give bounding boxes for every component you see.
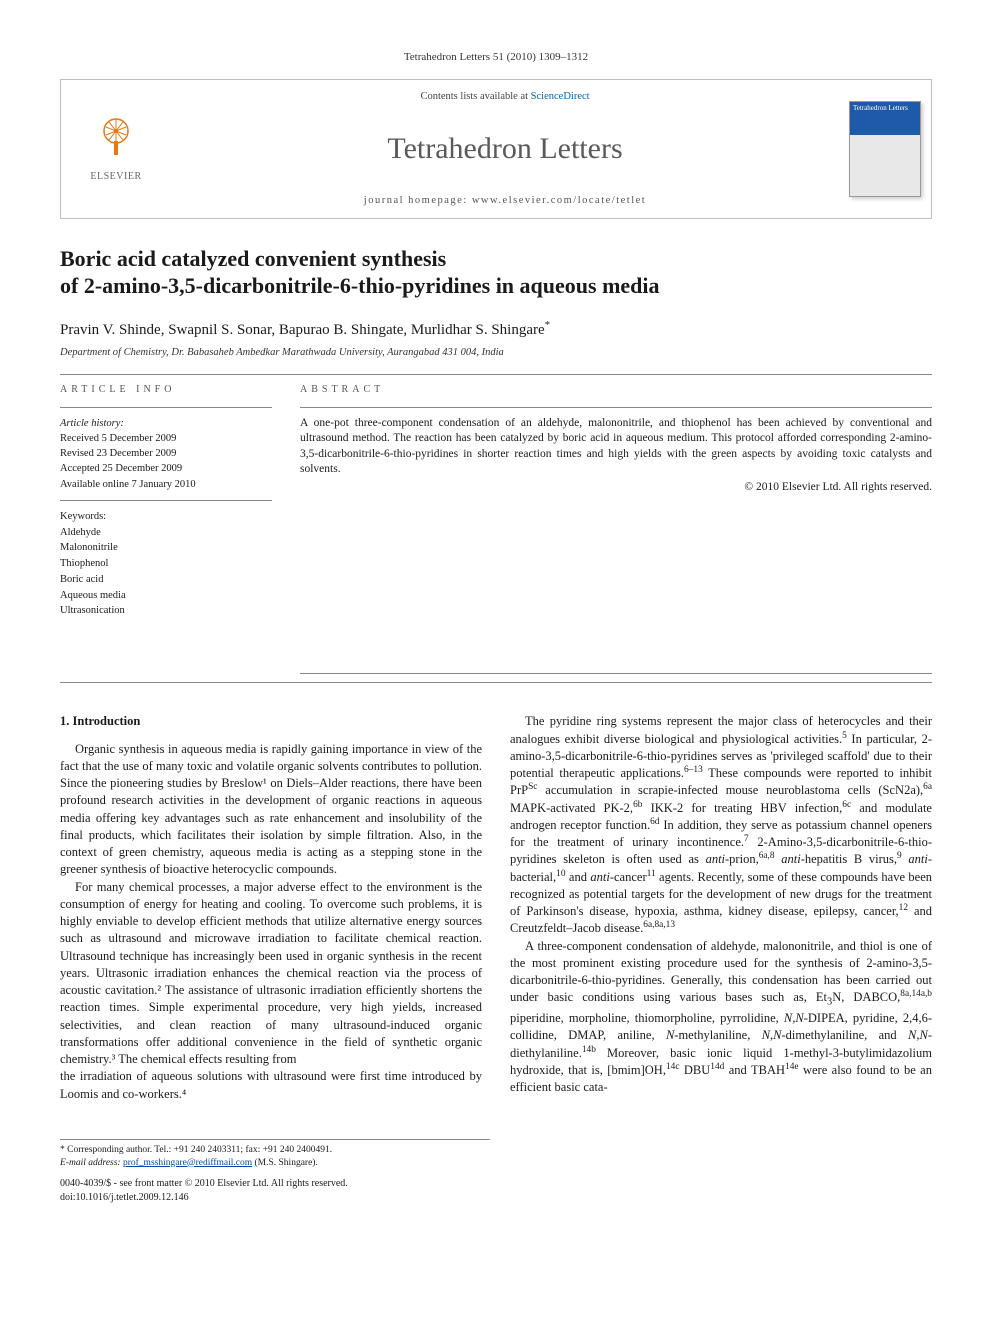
keyword: Ultrasonication [60,603,272,619]
title-line-1: Boric acid catalyzed convenient synthesi… [60,246,446,271]
body-paragraph: Organic synthesis in aqueous media is ra… [60,741,482,879]
received-date: Received 5 December 2009 [60,431,272,446]
cover-title: Tetrahedron Letters [853,105,917,113]
article-title: Boric acid catalyzed convenient synthesi… [60,245,932,300]
abstract-copyright: © 2010 Elsevier Ltd. All rights reserved… [300,480,932,496]
section-heading: 1. Introduction [60,713,482,730]
affiliation: Department of Chemistry, Dr. Babasaheb A… [60,346,932,360]
info-abstract-row: ARTICLE INFO Article history: Received 5… [60,383,932,674]
issn-line: 0040-4039/$ - see front matter © 2010 El… [60,1177,490,1191]
authors-text: Pravin V. Shinde, Swapnil S. Sonar, Bapu… [60,322,545,338]
footer: * Corresponding author. Tel.: +91 240 24… [60,1139,932,1206]
homepage-prefix: journal homepage: [364,195,472,206]
article-history: Article history: Received 5 December 200… [60,407,272,501]
abstract-label: ABSTRACT [300,383,932,397]
author-list: Pravin V. Shinde, Swapnil S. Sonar, Bapu… [60,318,932,340]
abstract-column: ABSTRACT A one-pot three-component conde… [300,383,932,674]
keyword: Thiophenol [60,556,272,572]
journal-header: ELSEVIER Contents lists available at Sci… [60,79,932,219]
publisher-logo-block: ELSEVIER [61,80,171,218]
keyword: Malononitrile [60,540,272,556]
abstract-bottom-rule [300,673,932,674]
abstract-text: A one-pot three-component condensation o… [300,407,932,478]
corr-email-line: E-mail address: prof_msshingare@rediffma… [60,1157,490,1170]
email-label: E-mail address: [60,1158,121,1168]
online-date: Available online 7 January 2010 [60,477,272,492]
header-center: Contents lists available at ScienceDirec… [171,80,839,218]
keyword: Boric acid [60,572,272,588]
homepage-line: journal homepage: www.elsevier.com/locat… [364,194,646,208]
body-paragraph: the irradiation of aqueous solutions wit… [60,1068,482,1103]
revised-date: Revised 23 December 2009 [60,446,272,461]
accepted-date: Accepted 25 December 2009 [60,461,272,476]
elsevier-logo[interactable]: ELSEVIER [90,115,141,184]
contents-line: Contents lists available at ScienceDirec… [420,90,589,104]
keywords-label: Keywords: [60,509,272,525]
journal-cover-thumbnail[interactable]: Tetrahedron Letters [849,101,921,197]
corresponding-author-note: * Corresponding author. Tel.: +91 240 24… [60,1139,490,1170]
keywords-block: Keywords: Aldehyde Malononitrile Thiophe… [60,501,272,619]
sciencedirect-link[interactable]: ScienceDirect [531,91,590,102]
email-link[interactable]: prof_msshingare@rediffmail.com [123,1158,252,1168]
publisher-name: ELSEVIER [90,170,141,184]
divider [60,374,932,375]
doi-block: 0040-4039/$ - see front matter © 2010 El… [60,1177,490,1205]
article-info-column: ARTICLE INFO Article history: Received 5… [60,383,272,674]
email-attribution: (M.S. Shingare). [255,1158,318,1168]
body-paragraph: The pyridine ring systems represent the … [510,713,932,937]
journal-name: Tetrahedron Letters [387,129,622,170]
history-label: Article history: [60,416,272,431]
body-text: 1. Introduction Organic synthesis in aqu… [60,713,932,1103]
homepage-url[interactable]: www.elsevier.com/locate/tetlet [472,195,646,206]
citation-line: Tetrahedron Letters 51 (2010) 1309–1312 [60,50,932,65]
body-paragraph: For many chemical processes, a major adv… [60,879,482,1069]
cover-thumb-block: Tetrahedron Letters [839,80,931,218]
body-paragraph: A three-component condensation of aldehy… [510,938,932,1097]
keyword: Aqueous media [60,588,272,604]
title-line-2: of 2-amino-3,5-dicarbonitrile-6-thio-pyr… [60,273,660,298]
contents-prefix: Contents lists available at [420,91,530,102]
corr-contact: * Corresponding author. Tel.: +91 240 24… [60,1144,490,1157]
article-info-label: ARTICLE INFO [60,383,272,397]
divider [60,682,932,683]
elsevier-tree-icon [94,115,138,166]
footer-left: * Corresponding author. Tel.: +91 240 24… [60,1139,490,1206]
keyword: Aldehyde [60,525,272,541]
corresponding-marker: * [545,319,551,331]
doi-line: doi:10.1016/j.tetlet.2009.12.146 [60,1191,490,1205]
